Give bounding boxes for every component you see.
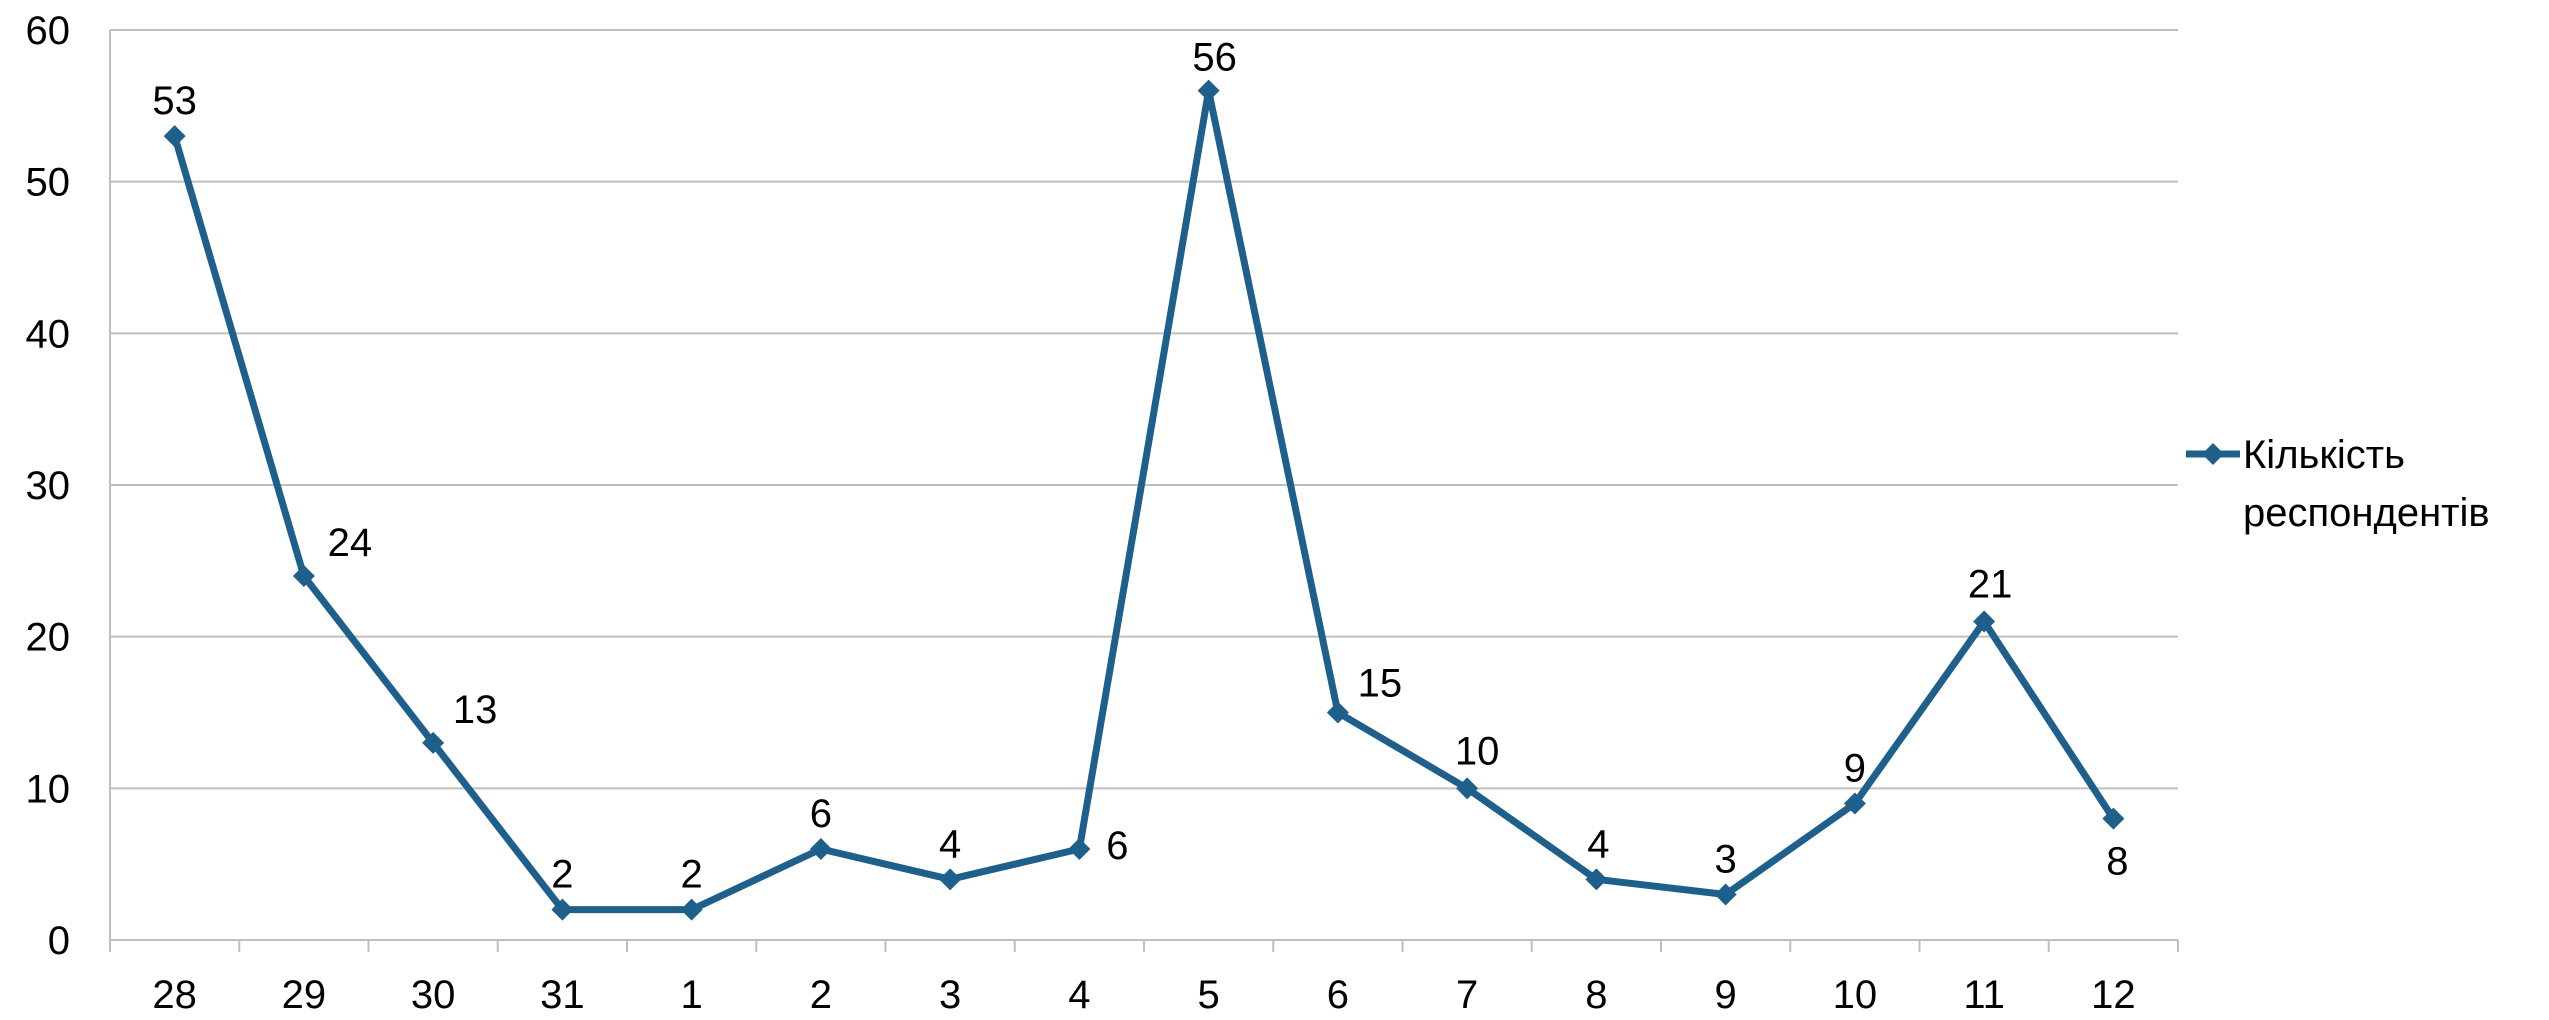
y-axis-tick-labels: 0 10 20 30 40 50 60 xyxy=(26,9,71,963)
x-tick-label: 9 xyxy=(1715,973,1737,1017)
data-label: 56 xyxy=(1192,36,1237,80)
data-label: 9 xyxy=(1844,747,1866,791)
data-label: 4 xyxy=(939,822,961,866)
x-tick-label: 11 xyxy=(1963,973,2005,1017)
data-point-marker xyxy=(939,868,962,891)
data-label: 53 xyxy=(152,79,197,123)
data-point-marker xyxy=(1326,701,1349,724)
series-line xyxy=(171,87,2117,914)
x-tick-label: 29 xyxy=(282,973,327,1017)
data-point-marker xyxy=(1973,610,1996,633)
legend-label-line-2: респондентів xyxy=(2243,491,2490,535)
series-group xyxy=(163,79,2125,921)
y-tick-label: 50 xyxy=(26,161,71,205)
data-point-marker xyxy=(163,125,186,148)
data-point-marker xyxy=(809,838,832,860)
data-label: 8 xyxy=(2106,840,2128,884)
x-tick-label: 12 xyxy=(2091,973,2136,1017)
legend-label-line-1: Кількість xyxy=(2243,433,2405,477)
data-point-marker xyxy=(551,898,574,921)
data-point-marker xyxy=(1714,883,1737,906)
gridlines xyxy=(110,29,2178,790)
legend-marker-swatch xyxy=(2202,443,2224,465)
data-label: 3 xyxy=(1715,838,1737,882)
x-tick-label: 7 xyxy=(1456,973,1478,1017)
x-tick-label: 6 xyxy=(1327,973,1349,1017)
data-point-marker xyxy=(1585,868,1608,891)
data-label: 10 xyxy=(1455,729,1500,773)
x-tick-label: 3 xyxy=(939,973,961,1017)
y-tick-label: 20 xyxy=(26,616,71,660)
y-tick-label: 60 xyxy=(26,9,71,53)
x-tick-label: 4 xyxy=(1068,973,1090,1017)
data-point-marker xyxy=(1456,777,1479,800)
data-point-marker xyxy=(292,565,315,587)
x-tick-label: 1 xyxy=(681,973,703,1017)
data-point-marker xyxy=(1843,792,1866,815)
x-tick-label: 2 xyxy=(810,973,832,1017)
y-tick-label: 0 xyxy=(48,919,70,963)
x-tick-label: 10 xyxy=(1833,973,1878,1017)
y-tick-label: 10 xyxy=(26,767,71,811)
data-label: 13 xyxy=(453,688,498,732)
data-label: 21 xyxy=(1968,563,2013,607)
data-labels: 53 24 13 2 2 6 4 6 56 15 10 4 3 9 21 8 xyxy=(152,36,2128,897)
data-label: 15 xyxy=(1358,662,1403,706)
legend: Кількість респондентів xyxy=(2186,433,2490,535)
x-axis-tick-labels: 28 29 30 31 1 2 3 4 5 6 7 8 9 10 11 12 xyxy=(152,973,2135,1017)
data-point-marker xyxy=(1068,838,1091,860)
data-label: 4 xyxy=(1587,822,1609,866)
data-label: 24 xyxy=(328,521,373,565)
y-tick-label: 40 xyxy=(26,312,71,356)
y-tick-label: 30 xyxy=(26,464,71,508)
data-point-marker xyxy=(2102,807,2125,830)
x-tick-label: 30 xyxy=(411,973,456,1017)
x-tick-label: 31 xyxy=(540,973,585,1017)
data-label: 2 xyxy=(681,853,703,897)
data-point-marker xyxy=(1197,79,1220,102)
x-tick-label: 28 xyxy=(152,973,197,1017)
axes xyxy=(109,30,2179,952)
x-tick-label: 5 xyxy=(1198,973,1220,1017)
data-point-marker xyxy=(680,898,703,921)
data-label: 6 xyxy=(810,792,832,836)
x-tick-label: 8 xyxy=(1585,973,1607,1017)
data-point-marker xyxy=(422,731,445,754)
data-label: 2 xyxy=(551,853,573,897)
data-label: 6 xyxy=(1106,824,1128,868)
